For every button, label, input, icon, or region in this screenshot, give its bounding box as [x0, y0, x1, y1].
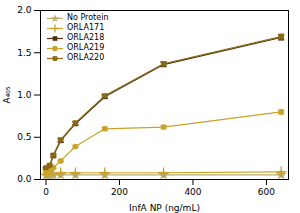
- html-text:ORLA218: ORLA218: [67, 33, 105, 42]
- svg-text:2.0: 2.0: [17, 5, 32, 15]
- html-text:No Protein: No Protein: [67, 13, 109, 22]
- svg-text:A₄₀₅: A₄₀₅: [2, 86, 12, 103]
- svg-text:0.5: 0.5: [17, 132, 31, 142]
- svg-text:1.0: 1.0: [17, 90, 32, 100]
- svg-text:600: 600: [258, 187, 275, 197]
- svg-text:InfA NP (ng/mL): InfA NP (ng/mL): [129, 203, 200, 213]
- html-text:ORLA220: ORLA220: [67, 53, 105, 62]
- html-text:ORLA171: ORLA171: [67, 23, 105, 32]
- html-text:ORLA219: ORLA219: [67, 43, 105, 52]
- svg-text:0.0: 0.0: [17, 174, 32, 184]
- svg-text:200: 200: [111, 187, 128, 197]
- svg-text:0: 0: [43, 187, 49, 197]
- svg-text:1.5: 1.5: [17, 48, 31, 58]
- svg-text:400: 400: [184, 187, 201, 197]
